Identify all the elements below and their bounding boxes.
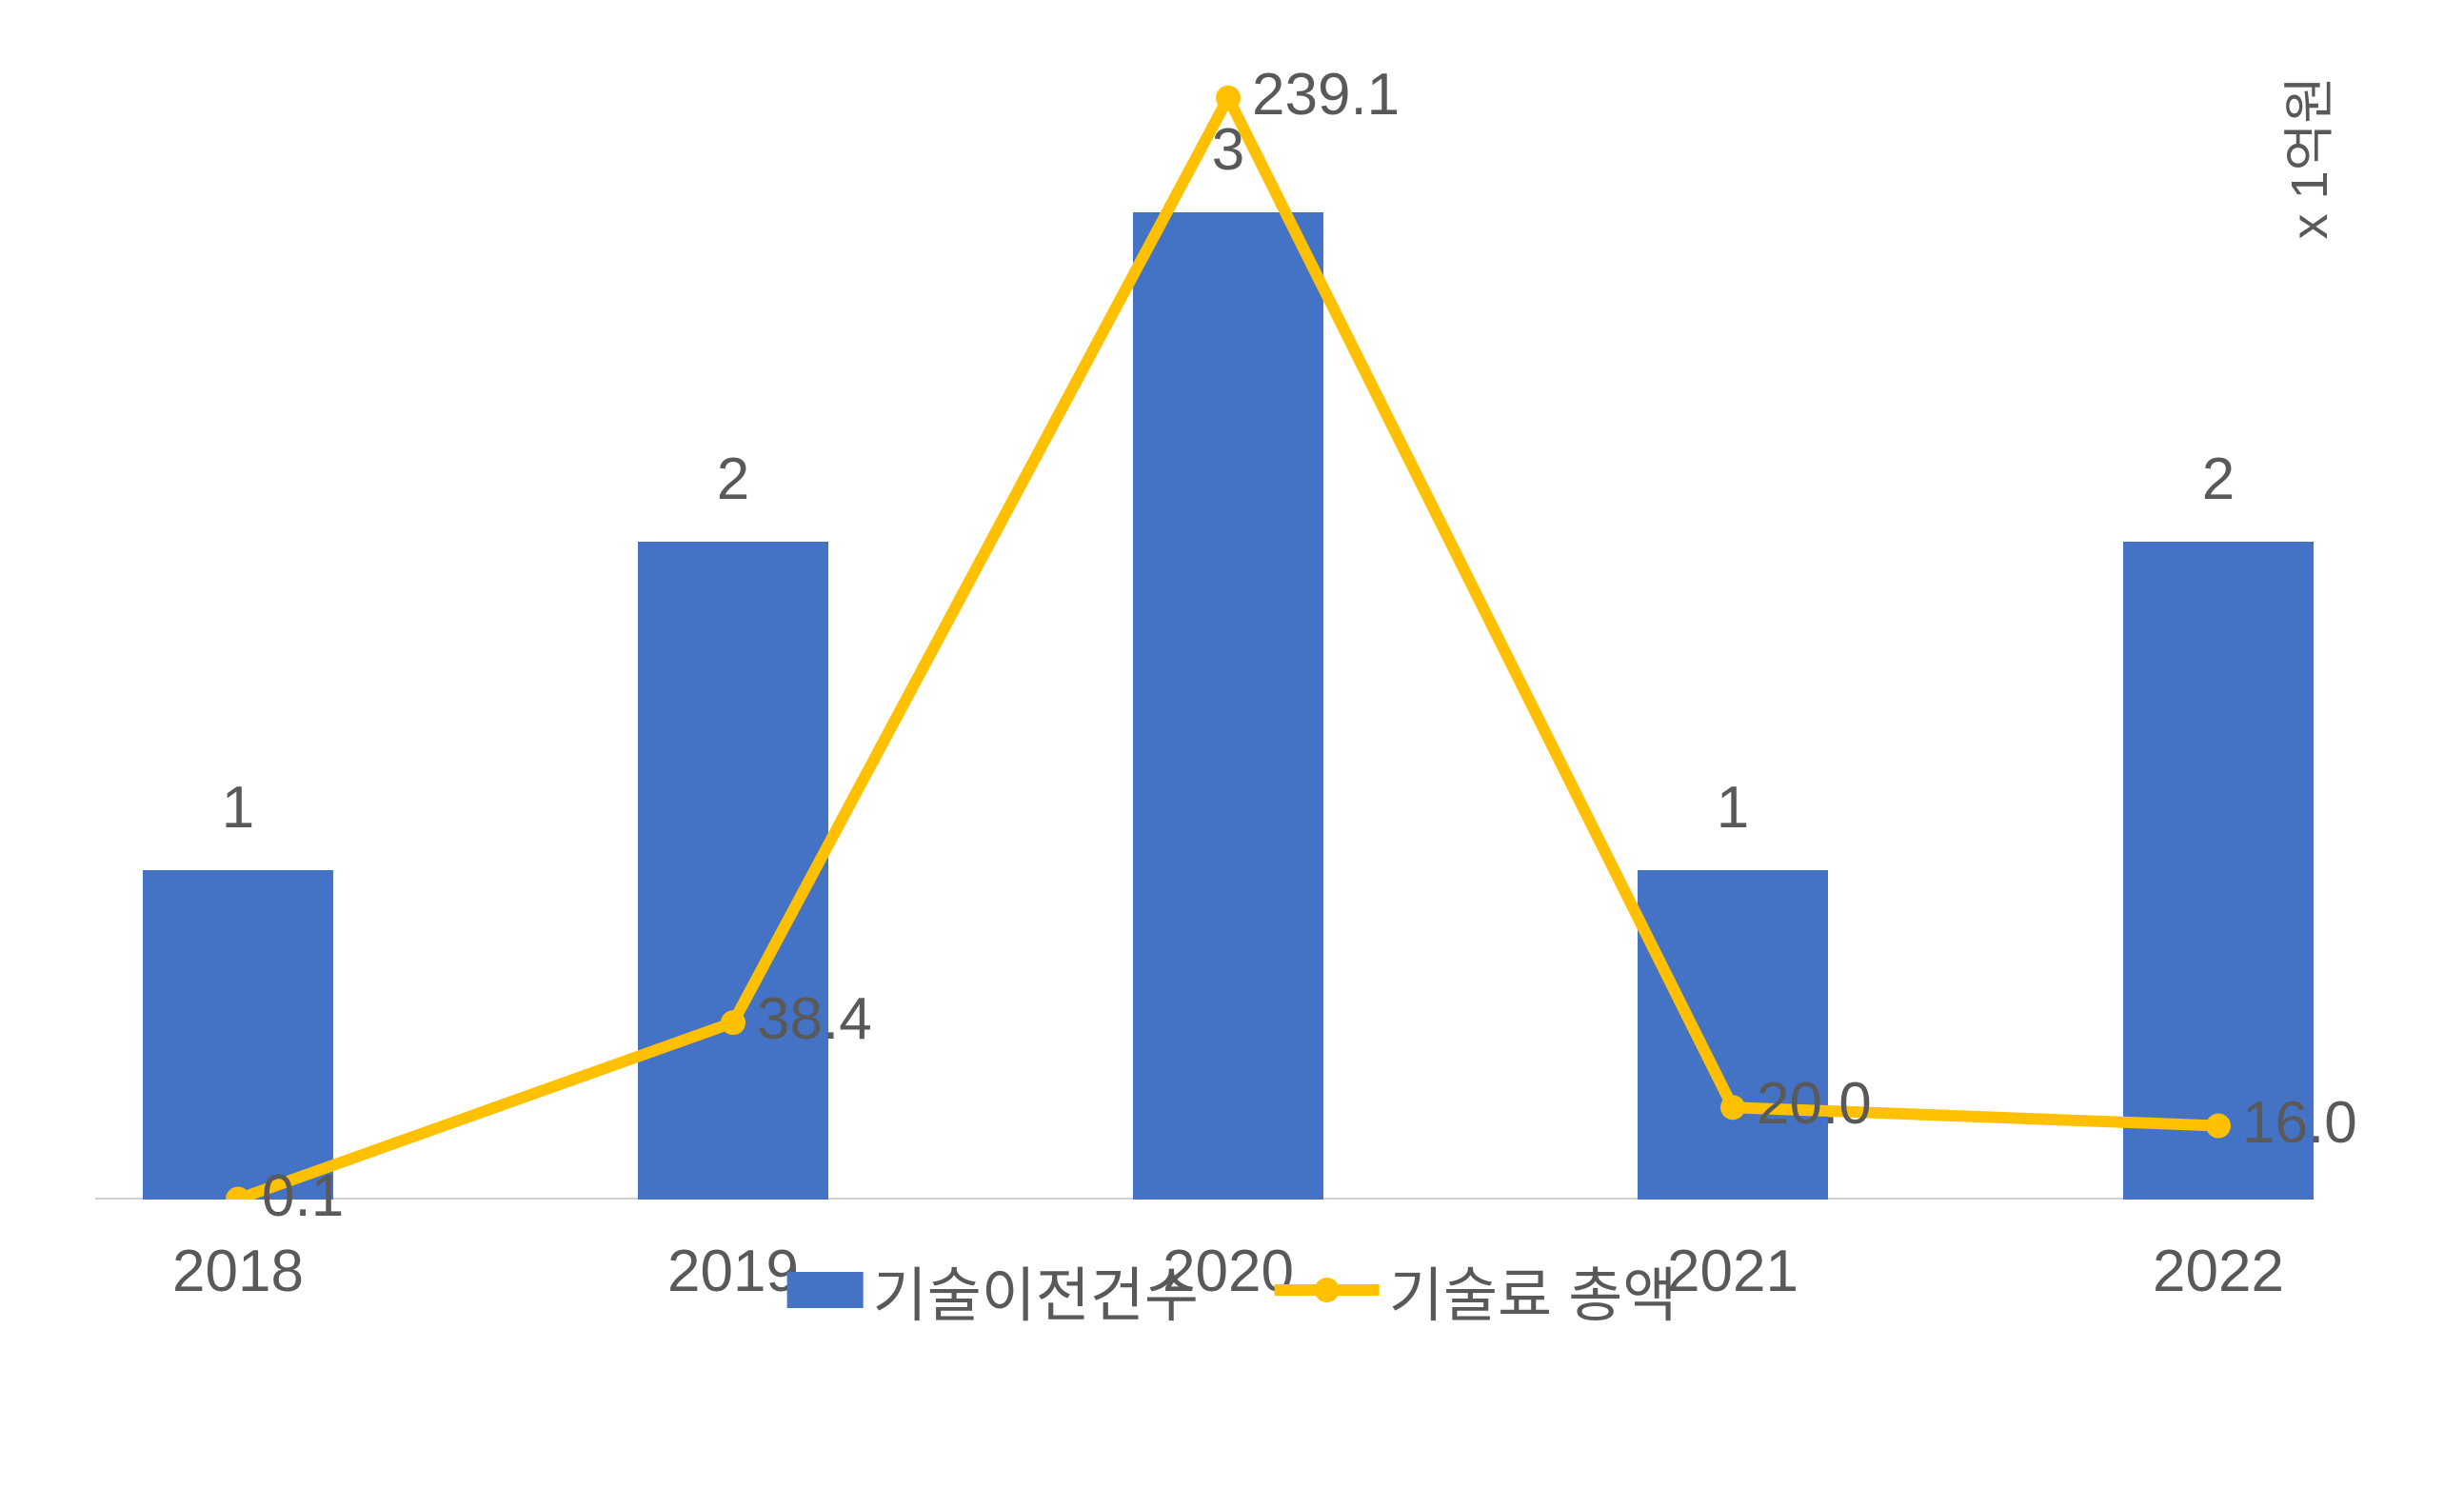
line-marker xyxy=(1216,86,1241,110)
line-value-label: 38.4 xyxy=(757,985,872,1053)
legend-line-label: 기술료 총액 xyxy=(1389,1247,1677,1333)
y2-axis-label: x 1억원 xyxy=(2267,76,2342,239)
bar-value-label: 2 xyxy=(2202,446,2235,513)
line-value-label: 239.1 xyxy=(1252,61,1400,129)
line-value-label: 16.0 xyxy=(2242,1089,2357,1157)
x-axis-label: 2021 xyxy=(1667,1238,1798,1305)
legend-bar-swatch xyxy=(787,1272,864,1308)
bar xyxy=(143,870,333,1200)
plot-area: 12312 0.138.4239.120.016.0 2018201920202… xyxy=(95,48,2266,1200)
bar-value-label: 1 xyxy=(1717,774,1749,842)
x-axis-label: 2018 xyxy=(172,1238,304,1305)
chart-container: 12312 0.138.4239.120.016.0 2018201920202… xyxy=(95,48,2369,1333)
bar xyxy=(1133,212,1323,1200)
legend-line-swatch xyxy=(1275,1284,1380,1296)
x-axis-label: 2022 xyxy=(2153,1238,2284,1305)
bar xyxy=(638,542,828,1200)
line-value-label: 0.1 xyxy=(262,1162,344,1230)
bar-value-label: 2 xyxy=(717,446,749,513)
bar-value-label: 3 xyxy=(1212,116,1244,184)
bar-value-label: 1 xyxy=(222,774,254,842)
legend: 기술이전건수 기술료 총액 xyxy=(787,1247,1678,1333)
line-value-label: 20.0 xyxy=(1757,1070,1872,1138)
legend-item-bar: 기술이전건수 xyxy=(787,1247,1199,1333)
legend-item-line: 기술료 총액 xyxy=(1275,1247,1677,1333)
bar xyxy=(1638,870,1828,1200)
x-axis-label: 2019 xyxy=(667,1238,799,1305)
legend-bar-label: 기술이전건수 xyxy=(873,1247,1199,1333)
